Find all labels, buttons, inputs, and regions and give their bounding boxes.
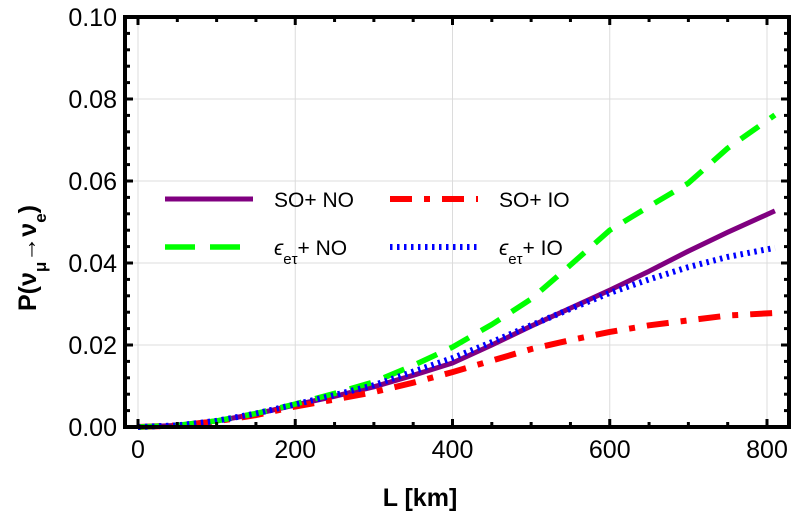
legend-item: ϵeτ+ NO xyxy=(165,237,347,268)
x-tick-label: 400 xyxy=(432,436,474,464)
legend-item: ϵeτ+ IO xyxy=(390,237,563,268)
x-tick-label: 800 xyxy=(746,436,788,464)
y-axis-title-text: P(νμ→νe) xyxy=(14,205,50,311)
x-tick-label: 200 xyxy=(274,436,316,464)
y-tick-label: 0.06 xyxy=(68,168,117,196)
x-tick-label: 600 xyxy=(589,436,631,464)
series-line xyxy=(137,112,777,430)
y-tick-label: 0.00 xyxy=(68,414,117,442)
y-tick-label: 0.08 xyxy=(68,86,117,114)
series-line xyxy=(137,244,776,430)
x-tick-label: 0 xyxy=(131,436,145,464)
legend: SO+ NO SO+ IO ϵeτ+ NO ϵeτ+ IO xyxy=(165,189,570,268)
legend-item: SO+ NO xyxy=(165,189,354,212)
y-tick-label: 0.02 xyxy=(68,332,117,360)
grid-lines xyxy=(125,16,789,428)
series-line xyxy=(137,208,776,430)
y-tick-labels: 0.00 0.02 0.04 0.06 0.08 0.10 xyxy=(68,4,117,442)
x-axis-title: L [km] xyxy=(383,484,458,512)
plot-border xyxy=(123,15,791,429)
legend-label: ϵeτ+ NO xyxy=(274,237,347,268)
y-tick-label: 0.10 xyxy=(68,4,117,32)
axis-ticks xyxy=(125,15,789,429)
legend-label: SO+ IO xyxy=(499,189,570,212)
y-axis-title: P(νμ→νe) xyxy=(14,205,50,311)
data-series xyxy=(137,112,777,430)
series-line xyxy=(137,310,776,430)
plot-frame xyxy=(123,15,791,429)
legend-label: SO+ NO xyxy=(274,189,354,212)
x-tick-labels: 0 200 400 600 800 xyxy=(131,436,788,464)
y-tick-label: 0.04 xyxy=(68,250,117,278)
legend-label: ϵeτ+ IO xyxy=(499,237,563,268)
legend-item: SO+ IO xyxy=(390,189,570,212)
